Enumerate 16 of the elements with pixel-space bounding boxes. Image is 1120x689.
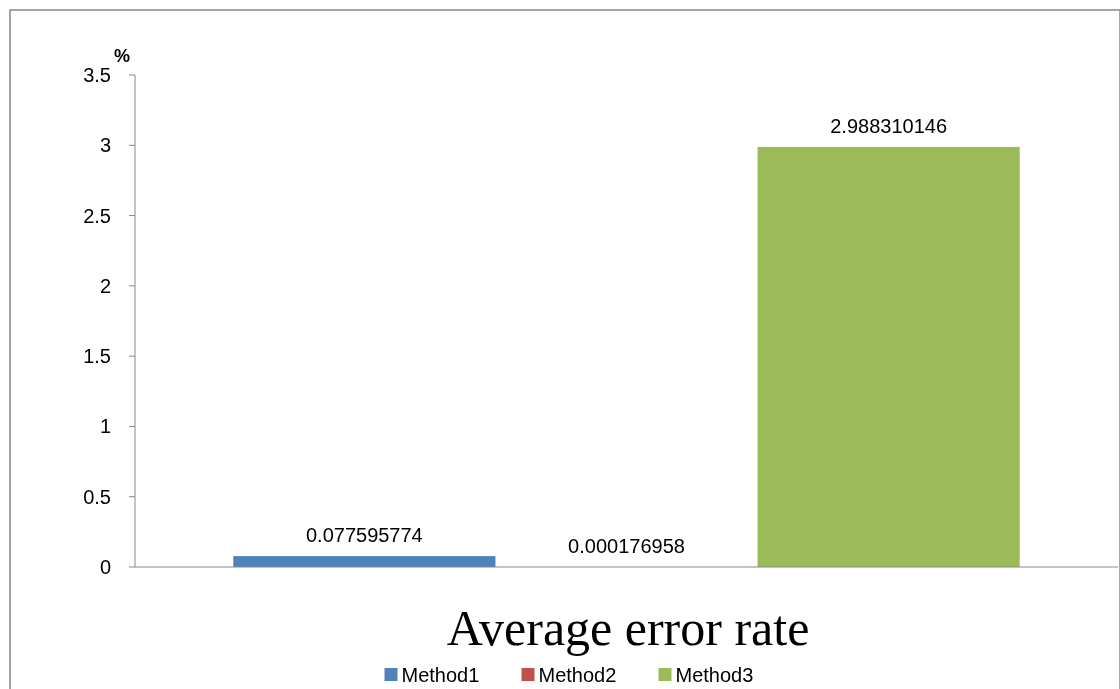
legend-label: Method1 (401, 664, 480, 686)
legend-label: Method3 (675, 664, 754, 686)
y-tick-label: 3.5 (83, 64, 111, 86)
y-tick-label: 3 (99, 134, 111, 157)
y-tick-label: 0 (99, 556, 111, 578)
data-label: 0.077595774 (305, 524, 423, 547)
y-tick-label: 1.5 (83, 345, 111, 368)
y-axis-title: % (113, 46, 131, 66)
data-label: 0.000176958 (568, 534, 685, 557)
data-label: 2.988310146 (830, 114, 948, 137)
y-tick-label: 2 (99, 274, 111, 297)
x-axis-title: Average error rate (446, 600, 810, 656)
y-tick-label: 1 (99, 415, 111, 438)
legend-label: Method2 (538, 664, 617, 686)
y-tick-label: 2.5 (83, 204, 111, 227)
y-tick-label: 0.5 (83, 485, 111, 508)
